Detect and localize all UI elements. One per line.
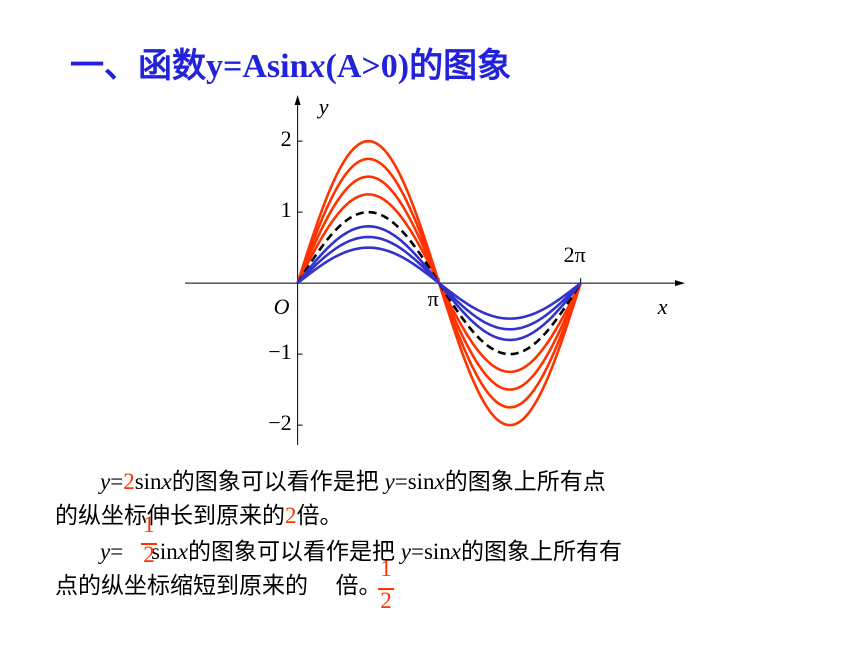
text: y — [100, 469, 111, 494]
fraction-bar — [141, 543, 157, 545]
text: y — [384, 469, 395, 494]
text: 的图象可以看作是把 — [188, 539, 401, 564]
text: 的图象上所有点 — [444, 469, 606, 494]
note-line: 点的纵坐标缩短到原来的 倍。 — [55, 566, 382, 600]
text: 2 — [285, 503, 297, 528]
denominator: 2 — [143, 542, 155, 567]
text: 的图象上所有有 — [461, 539, 623, 564]
y-tick-label: 1 — [281, 197, 292, 222]
text: x — [450, 539, 462, 564]
y-arrow — [294, 95, 301, 105]
text: y — [100, 539, 111, 564]
text: =sin — [410, 539, 451, 564]
y-axis-label: y — [317, 94, 329, 119]
text: 的纵坐标伸长到原来的 — [55, 503, 285, 528]
x-tick-label: 2π — [564, 242, 586, 267]
text: =sin — [394, 469, 435, 494]
note-line: y= sinx的图象可以看作是把 y=sinx的图象上所有有 — [100, 532, 622, 566]
text: 2 — [123, 469, 135, 494]
text: 倍。 — [329, 573, 382, 598]
text: 点的纵坐标缩短到原来的 — [55, 573, 314, 598]
denominator: 2 — [380, 588, 392, 613]
x-axis-label: x — [657, 294, 668, 319]
text: x — [161, 469, 172, 494]
x-tick-label: π — [428, 286, 439, 311]
title-text: x — [308, 48, 326, 85]
title-text: 一、函数y=Asin — [70, 48, 309, 85]
text: x — [434, 469, 445, 494]
origin-label: O — [274, 294, 290, 319]
sine-curve — [296, 246, 582, 320]
text: = — [110, 539, 129, 564]
y-tick-label: −2 — [268, 410, 291, 435]
text: sin — [134, 469, 162, 494]
y-tick-label: −1 — [268, 339, 291, 364]
text: y — [400, 539, 411, 564]
x-arrow — [675, 280, 685, 287]
title: 一、函数y=Asinx(A>0)的图象 — [70, 38, 511, 87]
text: 的图象可以看作是把 — [171, 469, 385, 494]
text: = — [110, 469, 124, 494]
title-text: (A>0)的图象 — [325, 48, 512, 85]
note-line: y=2sinx的图象可以看作是把 y=sinx的图象上所有点 — [100, 462, 606, 496]
note-line: 的纵坐标伸长到原来的2倍。 — [55, 496, 343, 530]
text: 倍。 — [296, 503, 343, 528]
text: x — [177, 539, 189, 564]
numerator: 1 — [143, 512, 155, 537]
y-tick-label: 2 — [281, 126, 292, 151]
numerator: 1 — [380, 556, 392, 581]
fraction-bar — [378, 588, 394, 590]
